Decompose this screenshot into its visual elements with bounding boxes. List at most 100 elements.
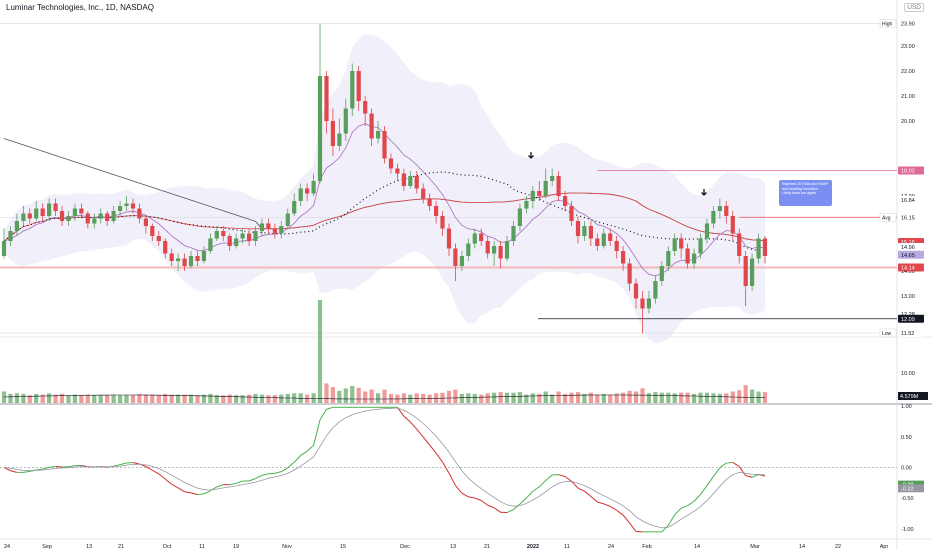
volume-bar [582, 393, 587, 403]
volume-bar [666, 392, 671, 403]
volume-bar [111, 394, 116, 403]
price-label: 14.65 [901, 253, 915, 259]
oscillator-line [119, 462, 127, 466]
volume-bar [247, 394, 252, 403]
oscillator-line [474, 497, 482, 501]
volume-bar [685, 392, 690, 403]
candle-body [137, 208, 142, 219]
oscillator-line [236, 480, 243, 484]
candle-body [188, 256, 194, 266]
candle-body [563, 196, 568, 206]
oscillator-line [319, 409, 327, 421]
x-axis-label: Apr [880, 544, 889, 550]
volume-bar [150, 394, 155, 403]
candle-body [317, 76, 323, 181]
candle-body [324, 76, 329, 121]
oscillator-line [23, 470, 30, 473]
candle-body [118, 206, 123, 211]
candle-body [756, 238, 761, 259]
candle-body [111, 211, 116, 221]
price-tick-label: 21.00 [901, 94, 915, 100]
candle-body [711, 211, 716, 224]
oscillator-line [184, 491, 192, 494]
volume-bar [724, 393, 729, 403]
oscillator-line [313, 419, 321, 446]
candle-body [395, 168, 400, 174]
candle-body [72, 208, 77, 216]
volume-bar [59, 393, 65, 403]
oscillator-line [597, 501, 604, 505]
oscillator-line [545, 474, 553, 481]
candle-body [388, 158, 394, 169]
candle-body [208, 238, 213, 251]
oscillator-line [713, 467, 721, 477]
candle-body [401, 173, 406, 186]
candle-body [92, 218, 97, 224]
volume-bar [324, 383, 329, 403]
volume-bar [14, 393, 19, 403]
volume-bar [234, 395, 239, 403]
x-axis-label: 21 [118, 544, 124, 550]
volume-bar [653, 392, 658, 403]
price-label-box [898, 250, 924, 259]
oscillator-line [416, 428, 424, 438]
volume-bar [208, 393, 213, 403]
oscillator-line [68, 465, 76, 468]
oscillator-line [674, 507, 682, 516]
candle-body [163, 241, 168, 254]
volatility-band [4, 34, 765, 344]
oscillator-line [564, 476, 572, 482]
candle-body [279, 226, 284, 234]
volume-bar [143, 394, 148, 403]
x-axis-label: 24 [608, 544, 614, 550]
x-axis-label: 19 [233, 544, 239, 550]
volume-bar [8, 393, 13, 403]
volume-bar [85, 394, 90, 403]
volume-bar [79, 395, 84, 403]
volume-bar [595, 394, 600, 403]
candle-body [737, 233, 742, 256]
candle-body [485, 241, 490, 254]
candle-body [34, 208, 39, 219]
oscillator-tick-label: 0.50 [901, 435, 912, 441]
oscillator-line [281, 467, 289, 473]
oscillator-line [480, 500, 488, 506]
ema-50-line [3, 192, 766, 242]
oscillator-line [745, 475, 753, 478]
currency-button[interactable]: USD [904, 3, 924, 12]
candle-body [240, 233, 245, 239]
volume-bar [227, 394, 232, 403]
volume-bar [466, 393, 471, 403]
candle-body [414, 176, 419, 189]
oscillator-line [571, 480, 579, 489]
signal-line [3, 407, 766, 529]
x-axis-label: Sep [42, 544, 52, 550]
oscillator-line [300, 450, 308, 456]
candle-body [234, 238, 239, 246]
oscillator-line [751, 474, 759, 478]
candle-body [8, 231, 13, 241]
volume-bar [750, 389, 755, 403]
oscillator-line [590, 495, 598, 503]
oscillator-line [493, 507, 501, 513]
volume-bar [492, 392, 497, 403]
volume-bar [195, 395, 200, 403]
oscillator-line [687, 500, 695, 506]
volume-bar [272, 395, 277, 403]
candle-body [704, 223, 710, 239]
oscillator-line [177, 487, 185, 493]
oscillator-line [532, 486, 540, 492]
volume-bar [556, 391, 561, 403]
volume-bar [711, 393, 716, 403]
volume-bar [343, 388, 348, 403]
volume-bar [524, 394, 529, 403]
candle-body [221, 231, 226, 236]
candle-body [659, 266, 664, 281]
oscillator-line [229, 482, 237, 486]
price-label: 16.84 [901, 198, 915, 204]
candle-body [105, 213, 110, 221]
candle-body [427, 198, 432, 206]
price-label: 16.15 [901, 215, 915, 221]
volume-bar [330, 387, 335, 403]
